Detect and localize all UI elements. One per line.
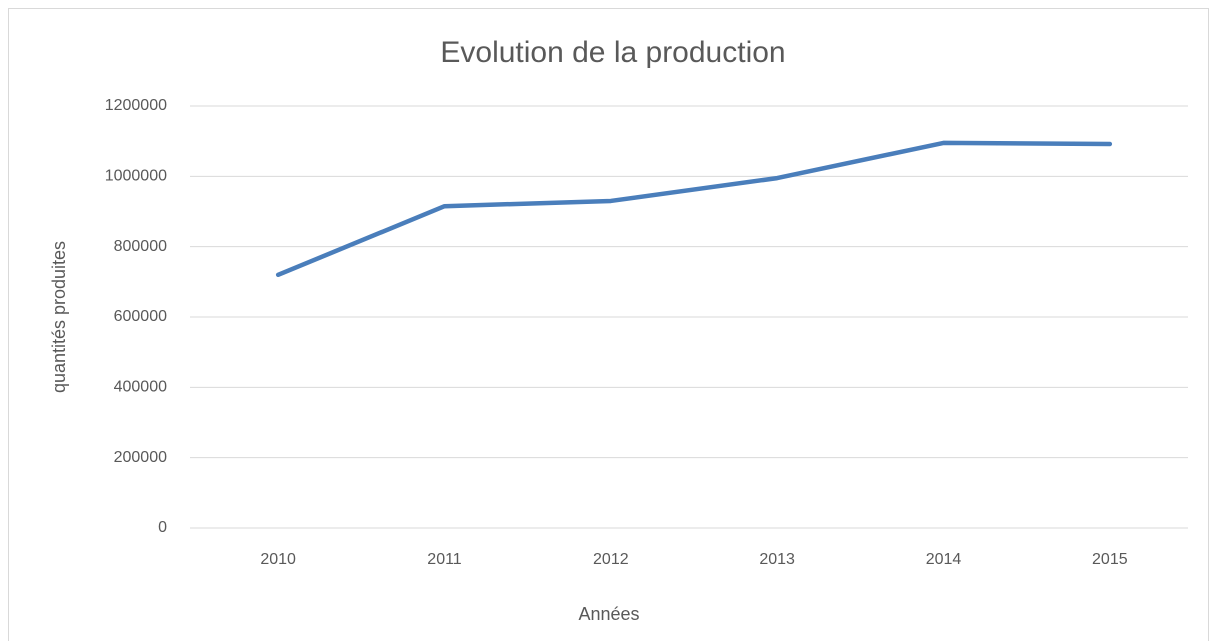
x-tick-label: 2015 [1092, 551, 1128, 568]
y-tick-label: 600000 [114, 308, 167, 325]
y-tick-label: 200000 [114, 449, 167, 466]
y-axis-label: quantités produites [49, 241, 69, 393]
x-tick-label: 2010 [260, 551, 296, 568]
y-tick-label: 800000 [114, 238, 167, 255]
y-tick-label: 1200000 [105, 97, 167, 114]
x-tick-label: 2012 [593, 551, 629, 568]
x-tick-label: 2011 [427, 551, 462, 568]
chart-border [8, 8, 1209, 641]
y-tick-label: 400000 [114, 379, 167, 396]
line-series [275, 140, 1113, 278]
y-tick-label: 1000000 [105, 168, 167, 185]
y-tick-label: 0 [158, 519, 167, 536]
chart-title: Evolution de la production [440, 36, 785, 69]
x-tick-label: 2014 [926, 551, 962, 568]
x-axis-label: Années [578, 604, 639, 624]
x-tick-label: 2013 [759, 551, 795, 568]
